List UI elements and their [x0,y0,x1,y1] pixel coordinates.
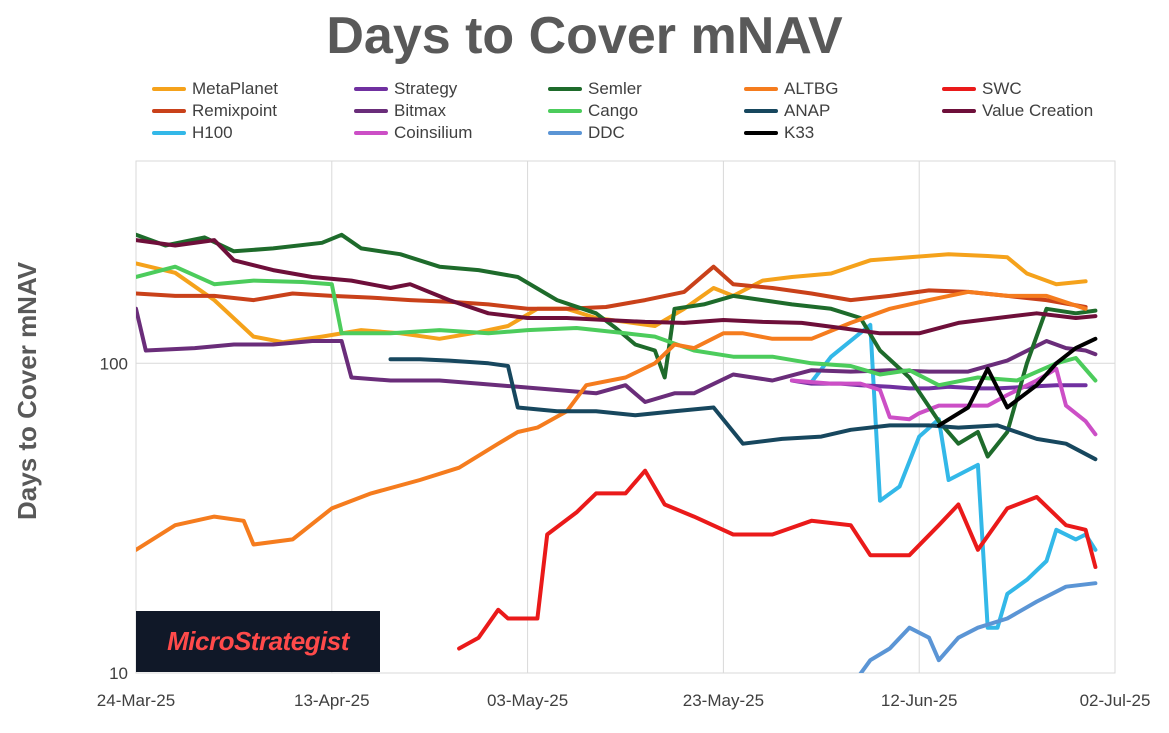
series-line-altbg [136,289,1088,552]
legend-item-bitmax: Bitmax [354,100,446,122]
legend-item-h100: H100 [152,122,233,144]
legend-label: K33 [784,123,815,142]
x-tick-label: 24-Mar-25 [97,691,175,710]
x-tick-label: 03-May-25 [487,691,568,710]
legend-item-coinsilium: Coinsilium [354,122,472,144]
legend-item-ddc: DDC [548,122,625,144]
series-line-remixpoint [136,264,1088,311]
legend-swatch [354,131,388,135]
legend-label: ALTBG [784,79,839,98]
legend: MetaPlanet Strategy Semler ALTBG SWC Remixpoi… [152,78,1152,144]
plot-area [135,160,1116,674]
legend-swatch [942,109,976,113]
legend-swatch [744,131,778,135]
x-tick-label: 13-Apr-25 [294,691,370,710]
legend-item-cango: Cango [548,100,638,122]
x-tick-label: 23-May-25 [683,691,764,710]
legend-label: Remixpoint [192,101,278,120]
x-tick-label: 12-Jun-25 [881,691,958,710]
legend-label: MetaPlanet [192,79,278,98]
legend-label: DDC [588,123,625,142]
legend-item-k33: K33 [744,122,814,144]
series-line-ddc [858,581,1098,673]
legend-label: ANAP [784,101,831,120]
legend-swatch [152,131,186,135]
legend-swatch [152,87,186,91]
legend-item-value-creation: Value Creation [942,100,1093,122]
series-line-bitmax [136,306,1098,404]
legend-item-remixpoint: Remixpoint [152,100,277,122]
x-tick-label: 02-Jul-25 [1080,691,1151,710]
chart-title: Days to Cover mNAV [326,7,843,65]
legend-swatch [548,109,582,113]
legend-item-altbg: ALTBG [744,78,838,100]
legend-label: H100 [192,123,233,142]
series-line-swc [457,468,1098,651]
legend-label: Strategy [394,79,458,98]
legend-swatch [152,109,186,113]
legend-item-anap: ANAP [744,100,830,122]
legend-swatch [548,131,582,135]
brand-logo: MicroStrategist [136,611,380,672]
legend-item-strategy: Strategy [354,78,457,100]
legend-swatch [744,109,778,113]
legend-label: Cango [588,101,639,120]
legend-swatch [354,109,388,113]
legend-label: SWC [982,79,1022,98]
series-line-cango [136,264,1098,388]
legend-item-metaplanet: MetaPlanet [152,78,278,100]
legend-label: Value Creation [982,101,1094,120]
legend-swatch [744,87,778,91]
series-line-metaplanet [136,252,1088,345]
series-line-anap [388,357,1098,462]
legend-label: Semler [588,79,642,98]
series-line-value-creation [136,238,1098,336]
y-tick-label: 100 [100,354,128,373]
y-tick-label: 10 [109,664,128,683]
legend-item-semler: Semler [548,78,642,100]
legend-swatch [548,87,582,91]
legend-label: Bitmax [394,101,446,120]
legend-item-swc: SWC [942,78,1022,100]
series-line-coinsilium [789,366,1098,437]
legend-swatch [942,87,976,91]
brand-text: MicroStrategist [167,626,349,656]
legend-swatch [354,87,388,91]
legend-label: Coinsilium [394,123,473,142]
series-line-k33 [936,336,1098,428]
